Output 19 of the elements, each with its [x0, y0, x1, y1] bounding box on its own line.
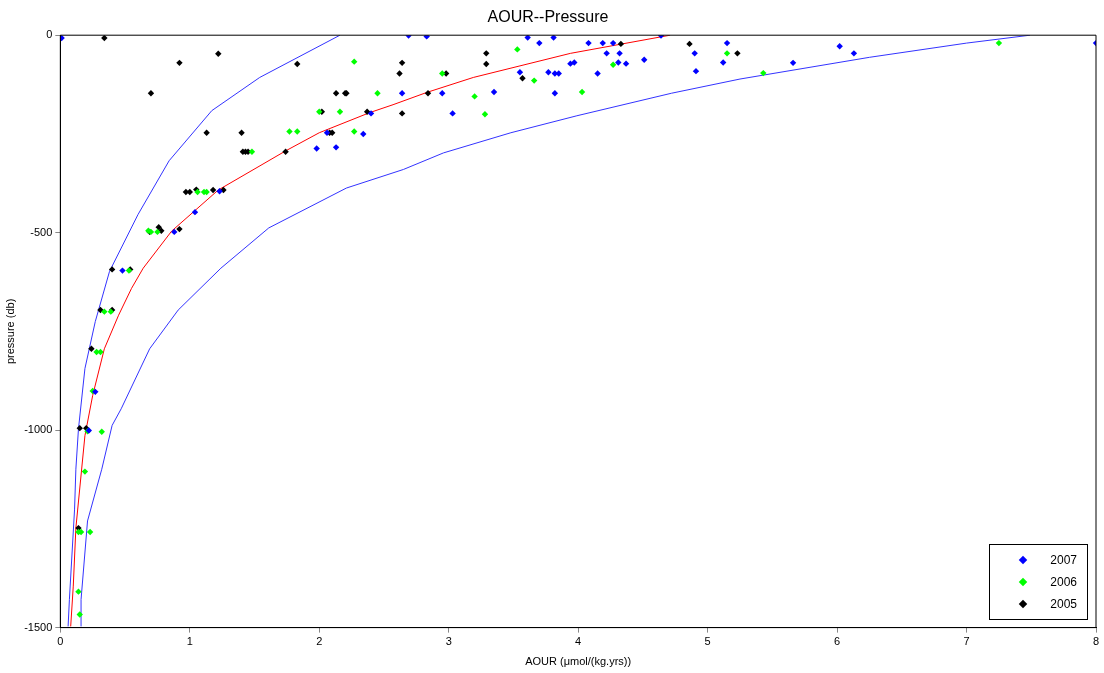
- y-tick-label: -1500: [24, 620, 53, 633]
- x-tick-label: 4: [575, 635, 582, 648]
- y-tick-label: 0: [46, 28, 53, 41]
- y-tick-label: -500: [30, 225, 53, 238]
- legend-label: 2006: [1050, 574, 1077, 589]
- x-tick-label: 5: [704, 635, 711, 648]
- legend-label: 2007: [1050, 552, 1077, 567]
- legend-label: 2005: [1050, 596, 1077, 611]
- x-tick-label: 0: [57, 635, 64, 648]
- x-tick-label: 7: [963, 635, 970, 648]
- x-axis-title: AOUR (μmol/(kg.yrs)): [525, 655, 632, 668]
- x-tick-label: 2: [316, 635, 323, 648]
- chart-title: AOUR--Pressure: [487, 8, 609, 26]
- x-tick-label: 8: [1092, 635, 1100, 648]
- y-axis-title: pressure (db): [3, 298, 16, 365]
- x-tick-label: 3: [445, 635, 452, 648]
- x-tick-label: 6: [834, 635, 841, 648]
- y-tick-label: -1000: [24, 423, 53, 436]
- x-tick-label: 1: [186, 635, 193, 648]
